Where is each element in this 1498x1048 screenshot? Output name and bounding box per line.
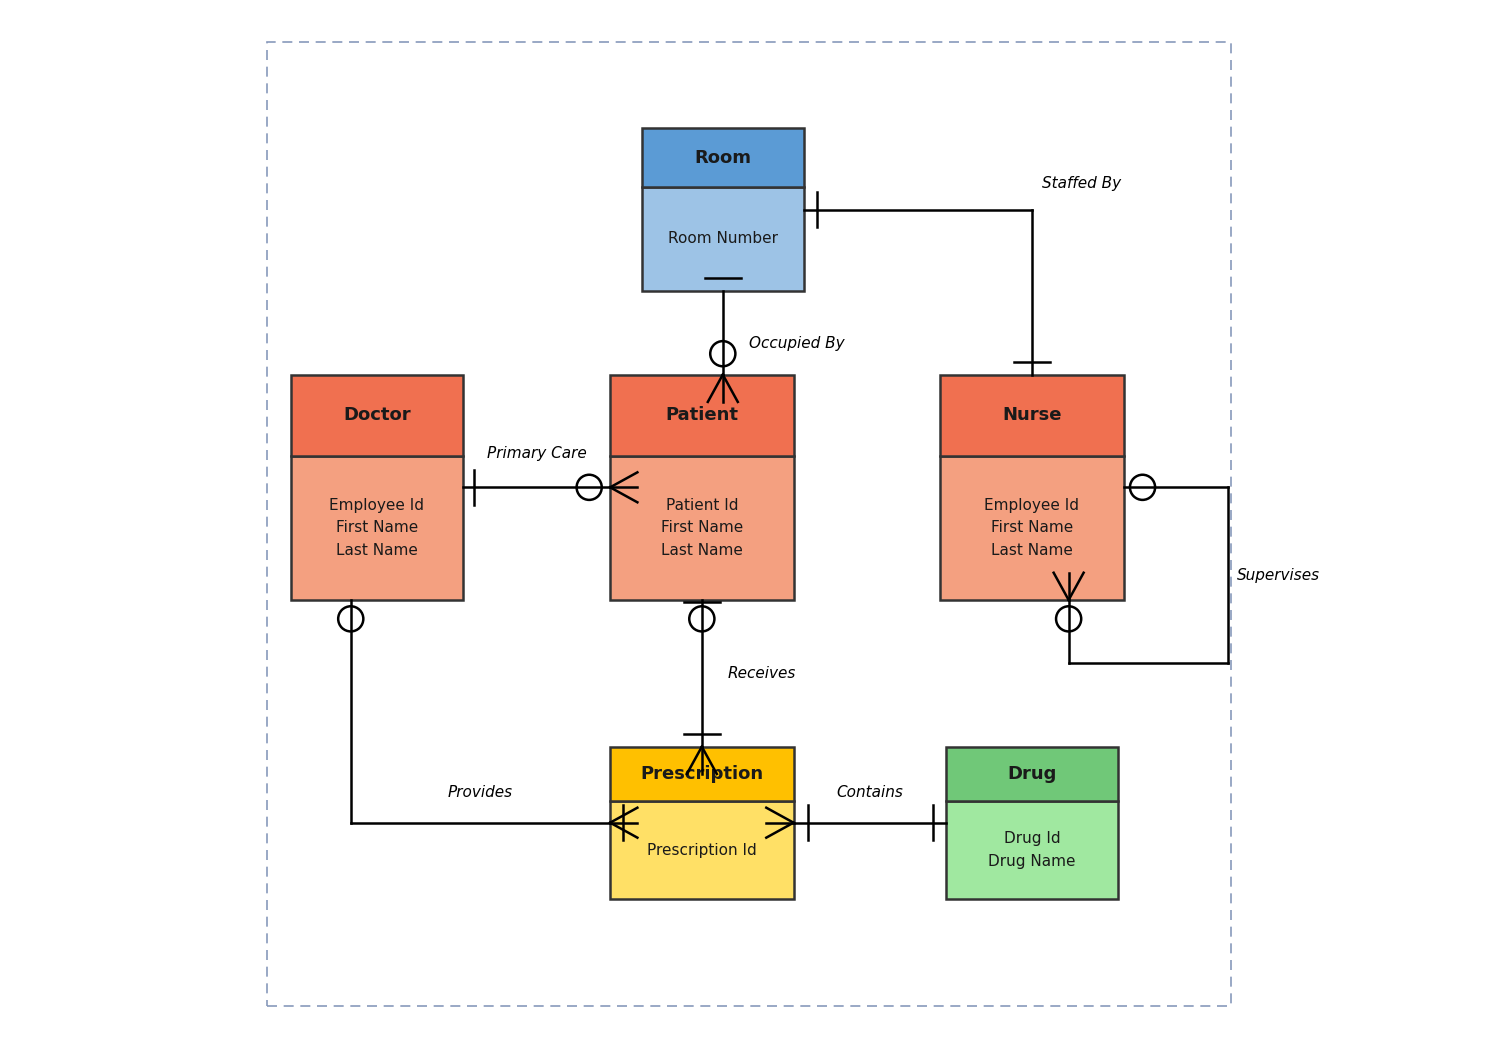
Text: Primary Care: Primary Care (487, 446, 587, 461)
FancyBboxPatch shape (941, 456, 1124, 599)
Text: Drug: Drug (1007, 765, 1056, 783)
FancyBboxPatch shape (291, 375, 463, 456)
Text: Room Number: Room Number (668, 232, 777, 246)
Text: Supervises: Supervises (1237, 568, 1320, 583)
Text: Employee Id
First Name
Last Name: Employee Id First Name Last Name (330, 498, 424, 558)
Text: Provides: Provides (448, 785, 512, 800)
Text: Drug Id
Drug Name: Drug Id Drug Name (989, 831, 1076, 869)
Text: Receives: Receives (728, 665, 797, 681)
FancyBboxPatch shape (610, 456, 794, 599)
FancyBboxPatch shape (610, 375, 794, 456)
Text: Room: Room (694, 149, 752, 167)
Text: Staffed By: Staffed By (1043, 176, 1122, 191)
Text: Nurse: Nurse (1002, 407, 1062, 424)
Text: Contains: Contains (836, 785, 903, 800)
Text: Employee Id
First Name
Last Name: Employee Id First Name Last Name (984, 498, 1080, 558)
Text: Occupied By: Occupied By (749, 335, 845, 351)
Text: Doctor: Doctor (343, 407, 410, 424)
FancyBboxPatch shape (945, 802, 1119, 899)
FancyBboxPatch shape (610, 802, 794, 899)
FancyBboxPatch shape (945, 747, 1119, 802)
Text: Prescription Id: Prescription Id (647, 843, 756, 857)
FancyBboxPatch shape (641, 187, 804, 290)
FancyBboxPatch shape (641, 129, 804, 187)
FancyBboxPatch shape (610, 747, 794, 802)
Text: Patient Id
First Name
Last Name: Patient Id First Name Last Name (661, 498, 743, 558)
FancyBboxPatch shape (291, 456, 463, 599)
Text: Patient: Patient (665, 407, 739, 424)
FancyBboxPatch shape (941, 375, 1124, 456)
Text: Prescription: Prescription (640, 765, 764, 783)
